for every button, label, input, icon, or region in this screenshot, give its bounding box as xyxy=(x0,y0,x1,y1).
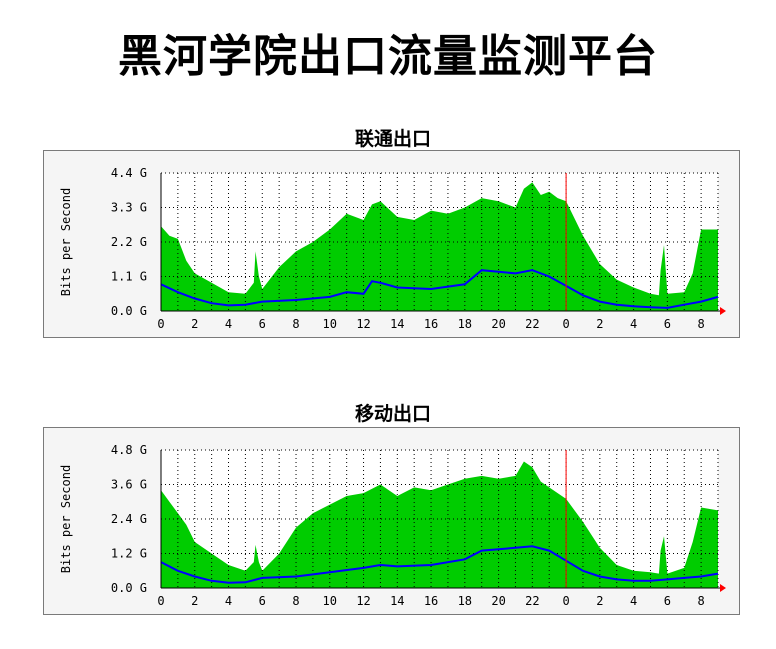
y-tick-label: 4.4 G xyxy=(111,166,147,180)
x-tick-label: 2 xyxy=(596,594,603,608)
y-tick-label: 3.6 G xyxy=(111,478,147,492)
x-tick-label: 14 xyxy=(390,594,404,608)
x-tick-label: 18 xyxy=(458,317,472,331)
y-tick-label: 4.8 G xyxy=(111,443,147,457)
y-tick-label: 1.1 G xyxy=(111,270,147,284)
traffic-chart: 0.0 G 1.1 G 2.2 G 3.3 G 4.4 G 0 2 4 6 8 10 12 14 16 18… xyxy=(59,166,726,331)
x-axis-arrow-icon xyxy=(720,307,726,315)
x-tick-label: 6 xyxy=(664,317,671,331)
x-tick-label: 4 xyxy=(630,594,637,608)
y-tick-label: 1.2 G xyxy=(111,547,147,561)
x-tick-label: 0 xyxy=(562,594,569,608)
x-tick-label: 4 xyxy=(225,594,232,608)
x-tick-label: 8 xyxy=(698,594,705,608)
x-tick-label: 10 xyxy=(323,317,337,331)
x-tick-label: 2 xyxy=(191,317,198,331)
x-tick-label: 2 xyxy=(596,317,603,331)
x-tick-label: 4 xyxy=(630,317,637,331)
traffic-chart: 0.0 G 1.2 G 2.4 G 3.6 G 4.8 G 0 2 4 6 8 10 12 14 16 18… xyxy=(59,443,726,608)
chart-title: 联通出口 xyxy=(354,128,431,150)
x-tick-label: 8 xyxy=(292,317,299,331)
x-axis-arrow-icon xyxy=(720,584,726,592)
y-axis-label: Bits per Second xyxy=(59,188,73,296)
x-tick-label: 16 xyxy=(424,317,438,331)
x-tick-label: 6 xyxy=(259,594,266,608)
x-tick-label: 6 xyxy=(664,594,671,608)
chart-title: 移动出口 xyxy=(354,403,431,425)
y-tick-label: 3.3 G xyxy=(111,201,147,215)
x-tick-label: 14 xyxy=(390,317,404,331)
page-title: 黑河学院出口流量监测平台 xyxy=(118,31,658,82)
x-tick-label: 12 xyxy=(356,317,370,331)
x-tick-label: 20 xyxy=(491,317,505,331)
outbound-traffic-line xyxy=(160,545,719,584)
x-tick-label: 0 xyxy=(157,317,164,331)
y-tick-label: 2.4 G xyxy=(111,512,147,526)
x-tick-label: 16 xyxy=(424,594,438,608)
y-tick-label: 0.0 G xyxy=(111,304,147,318)
x-tick-label: 8 xyxy=(698,317,705,331)
x-tick-label: 12 xyxy=(356,594,370,608)
x-tick-label: 4 xyxy=(225,317,232,331)
chart-frame: 0.0 G 1.2 G 2.4 G 3.6 G 4.8 G 0 2 4 6 8 10 12 14 16 18… xyxy=(43,427,740,615)
x-tick-label: 0 xyxy=(157,594,164,608)
x-tick-label: 20 xyxy=(491,594,505,608)
x-tick-label: 18 xyxy=(458,594,472,608)
x-tick-label: 22 xyxy=(525,317,539,331)
x-tick-label: 22 xyxy=(525,594,539,608)
chart-frame: 0.0 G 1.1 G 2.2 G 3.3 G 4.4 G 0 2 4 6 8 10 12 14 16 18… xyxy=(43,150,740,338)
inbound-traffic-area xyxy=(161,461,718,588)
x-tick-label: 10 xyxy=(323,594,337,608)
x-tick-label: 8 xyxy=(292,594,299,608)
outbound-traffic-line xyxy=(160,269,719,309)
y-tick-label: 2.2 G xyxy=(111,235,147,249)
x-tick-label: 0 xyxy=(562,317,569,331)
x-tick-label: 6 xyxy=(259,317,266,331)
y-axis-label: Bits per Second xyxy=(59,465,73,573)
inbound-traffic-area xyxy=(161,182,718,311)
y-tick-label: 0.0 G xyxy=(111,581,147,595)
x-tick-label: 2 xyxy=(191,594,198,608)
